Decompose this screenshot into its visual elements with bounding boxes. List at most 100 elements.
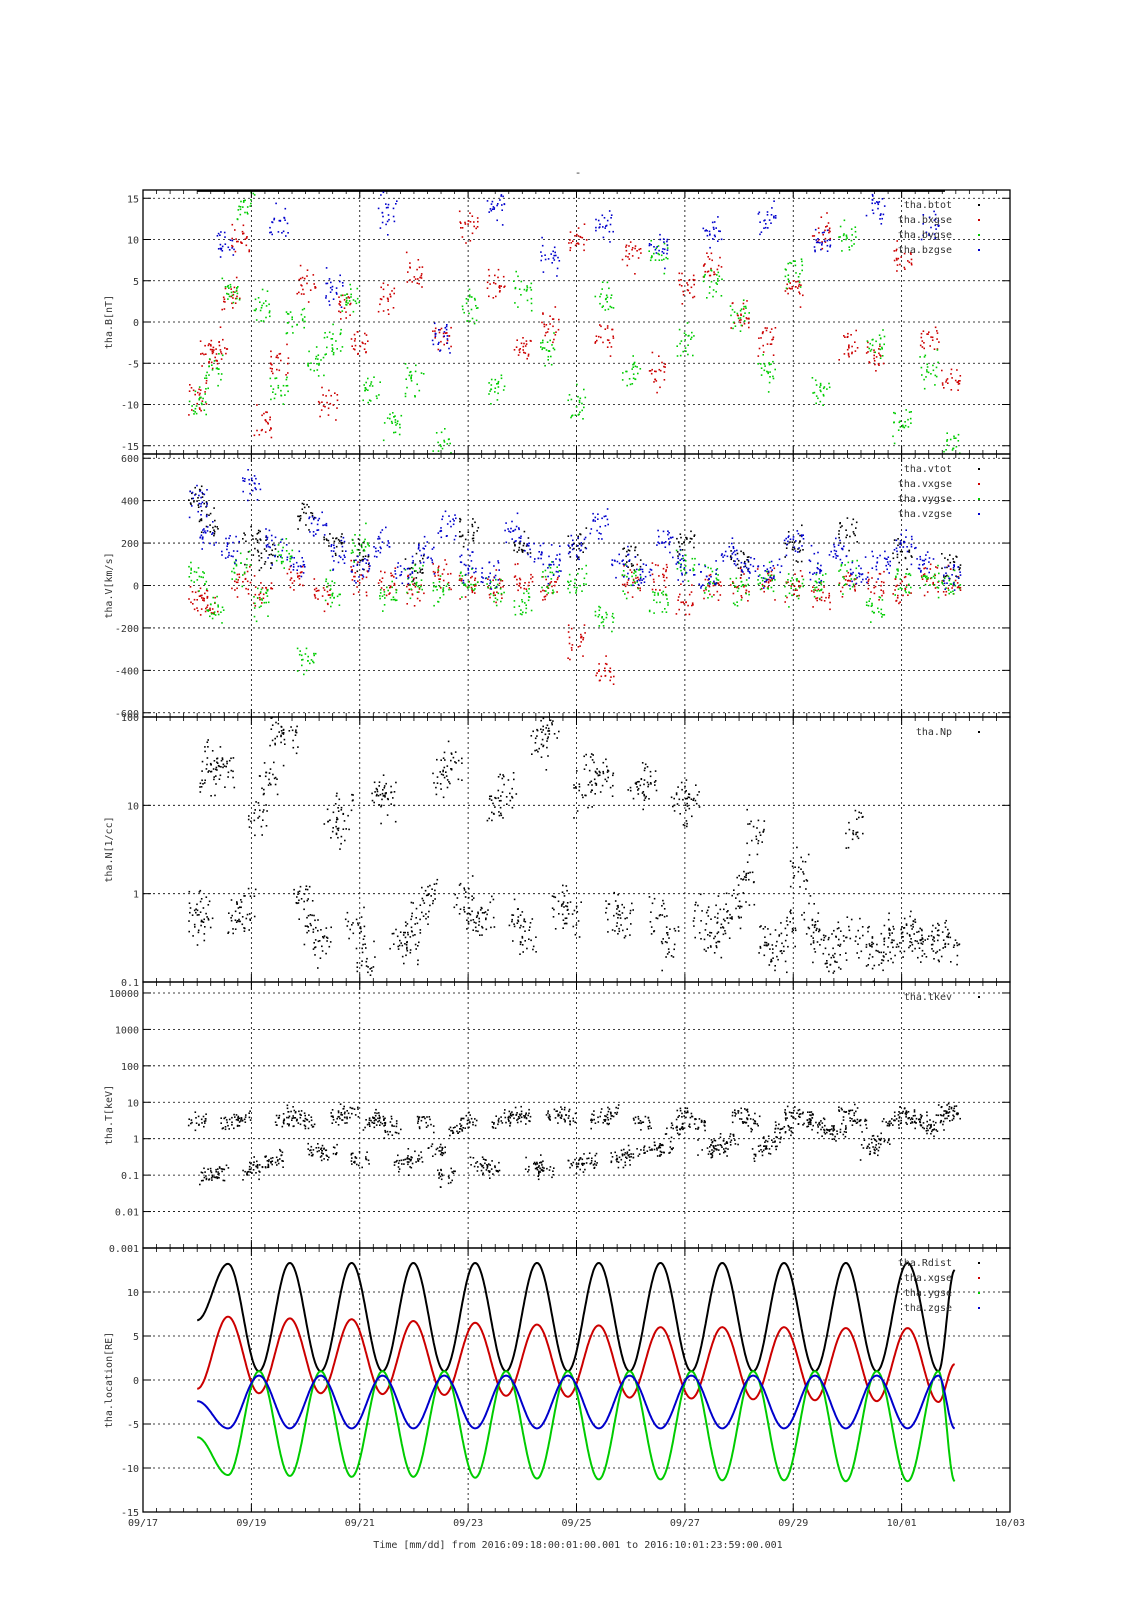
data-point	[814, 586, 816, 589]
data-point	[705, 588, 707, 591]
data-point	[634, 378, 636, 380]
data-point	[851, 573, 853, 576]
data-point	[594, 614, 597, 617]
data-point	[949, 561, 952, 564]
data-point	[766, 214, 769, 216]
data-point	[744, 312, 746, 314]
data-point	[756, 568, 759, 570]
data-point	[249, 566, 251, 568]
data-point	[356, 563, 359, 566]
data-point	[341, 282, 344, 284]
data-point	[336, 827, 339, 830]
data-point	[377, 538, 379, 540]
data-point	[231, 239, 234, 242]
data-point	[662, 590, 665, 593]
data-point	[253, 475, 256, 477]
data-point	[840, 563, 843, 566]
data-point	[577, 414, 580, 416]
data-point	[922, 214, 925, 216]
data-point	[325, 952, 327, 955]
data-point	[681, 572, 683, 575]
data-point	[625, 597, 628, 600]
data-point	[552, 250, 554, 253]
data-point	[229, 286, 232, 288]
data-point	[667, 533, 669, 536]
data-point	[459, 520, 461, 523]
data-point	[945, 449, 947, 451]
data-point	[206, 502, 208, 505]
data-point	[500, 586, 502, 589]
data-point	[326, 336, 329, 338]
data-point	[715, 560, 717, 562]
data-point	[579, 235, 581, 238]
data-point	[879, 218, 881, 220]
data-point	[748, 590, 750, 593]
data-point	[325, 282, 327, 285]
data-point	[926, 591, 929, 593]
data-point	[234, 291, 236, 293]
data-point	[471, 551, 473, 553]
data-point	[554, 581, 556, 583]
data-point	[921, 374, 923, 376]
data-point	[496, 383, 498, 385]
data-point	[784, 595, 787, 597]
data-point	[368, 399, 371, 401]
data-point	[241, 916, 244, 918]
data-point	[598, 532, 601, 534]
data-point	[812, 392, 814, 394]
data-point	[651, 368, 653, 371]
data-point	[716, 268, 719, 271]
data-point	[635, 574, 637, 577]
data-point	[477, 220, 479, 223]
data-point	[392, 596, 395, 598]
data-point	[276, 793, 279, 796]
data-point	[789, 288, 792, 290]
data-point	[271, 717, 273, 719]
data-point	[188, 516, 191, 519]
data-point	[865, 214, 868, 217]
data-point	[627, 256, 629, 258]
data-point	[732, 582, 734, 584]
data-point	[262, 793, 265, 796]
data-point	[937, 361, 939, 364]
data-point	[919, 558, 922, 561]
data-point	[231, 578, 233, 580]
data-point	[933, 348, 936, 350]
data-point	[339, 332, 342, 334]
data-point	[419, 549, 421, 552]
data-point	[387, 298, 389, 300]
data-point	[258, 593, 260, 596]
data-point	[953, 564, 955, 566]
data-point	[845, 234, 848, 237]
data-point	[547, 328, 550, 330]
data-point	[387, 313, 390, 315]
data-point	[678, 562, 680, 565]
data-point	[211, 352, 214, 355]
data-point	[822, 387, 825, 390]
data-point	[910, 411, 912, 413]
data-point	[284, 394, 286, 396]
data-point	[312, 660, 314, 663]
data-point	[850, 334, 852, 336]
data-point	[415, 582, 417, 585]
data-point	[250, 202, 252, 205]
data-point	[871, 339, 874, 341]
data-point	[243, 480, 246, 482]
data-point	[825, 596, 827, 599]
data-point	[880, 612, 882, 615]
data-point	[648, 609, 651, 612]
data-point	[692, 354, 694, 357]
data-point	[577, 544, 579, 547]
data-point	[875, 568, 878, 571]
data-point	[574, 244, 577, 247]
data-point	[924, 558, 927, 561]
data-point	[508, 530, 510, 533]
data-point	[606, 296, 609, 299]
data-point	[878, 201, 881, 203]
data-point	[879, 573, 882, 575]
data-point	[552, 347, 555, 349]
data-point	[706, 252, 708, 254]
data-point	[526, 543, 528, 546]
data-point	[543, 596, 546, 598]
data-point	[896, 597, 899, 599]
